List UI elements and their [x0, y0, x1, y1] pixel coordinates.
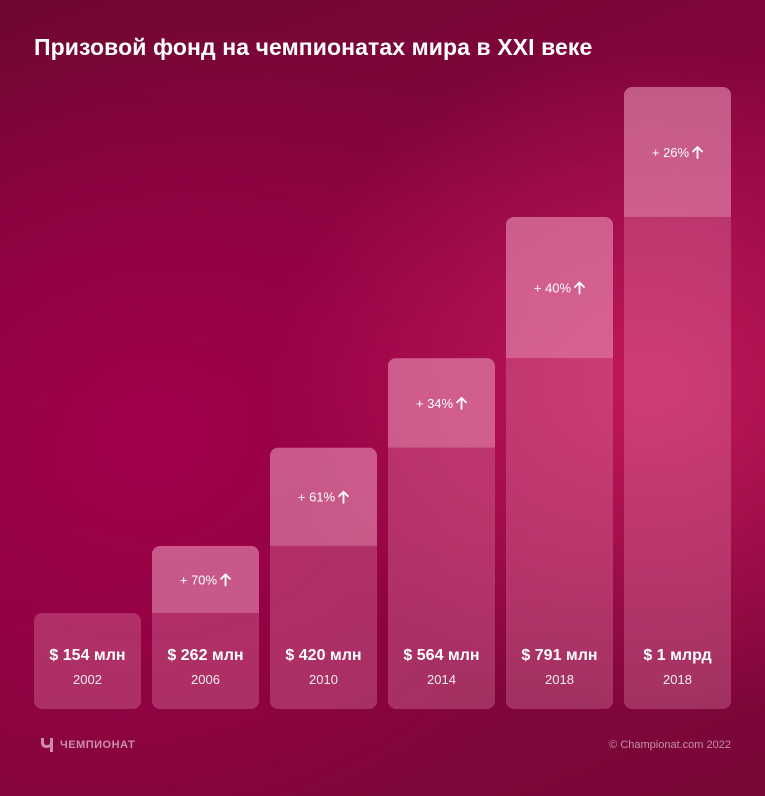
growth-label: + 70% — [180, 572, 218, 587]
bar-increase — [152, 545, 259, 613]
brand-logo: ЧЕМПИОНАТ — [40, 737, 135, 753]
category-label: 2018 — [545, 672, 574, 687]
bar-increase — [624, 87, 731, 217]
championat-logo-icon — [41, 738, 53, 752]
bar-base — [270, 545, 377, 709]
copyright-text: © Championat.com 2022 — [609, 739, 731, 751]
value-label: $ 420 млн — [285, 647, 361, 664]
bar-3 — [388, 358, 495, 709]
bar-1 — [152, 545, 259, 709]
growth-label: + 34% — [416, 396, 454, 411]
value-label: $ 564 млн — [403, 647, 479, 664]
bar-base — [624, 216, 731, 709]
value-label: $ 262 млн — [167, 647, 243, 664]
arrow-up-icon — [338, 490, 349, 504]
bar-base — [152, 613, 259, 709]
bar-increase — [388, 358, 495, 448]
arrow-up-icon — [456, 396, 467, 410]
brand-name: ЧЕМПИОНАТ — [60, 739, 136, 751]
value-label: $ 154 млн — [49, 647, 125, 664]
category-label: 2006 — [191, 672, 220, 687]
value-label: $ 1 млрд — [643, 647, 711, 664]
bar-0 — [34, 613, 141, 709]
growth-label: + 26% — [652, 145, 690, 160]
bar-base — [506, 358, 613, 709]
value-label: $ 791 млн — [521, 647, 597, 664]
category-label: 2002 — [73, 672, 102, 687]
bar-increase — [506, 216, 613, 359]
chart-title: Призовой фонд на чемпионатах мира в XXI … — [34, 34, 593, 60]
category-label: 2018 — [663, 672, 692, 687]
bar-5 — [624, 87, 731, 709]
bar-increase — [270, 447, 377, 546]
arrow-up-icon — [220, 573, 231, 587]
category-label: 2014 — [427, 672, 456, 687]
arrow-up-icon — [692, 146, 703, 159]
bar-4 — [506, 216, 613, 709]
category-label: 2010 — [309, 672, 338, 687]
bar-2 — [270, 447, 377, 709]
growth-label: + 40% — [534, 281, 572, 296]
growth-label: + 61% — [298, 490, 336, 505]
bar-base — [34, 613, 141, 709]
arrow-up-icon — [574, 281, 585, 295]
bar-base — [388, 447, 495, 709]
